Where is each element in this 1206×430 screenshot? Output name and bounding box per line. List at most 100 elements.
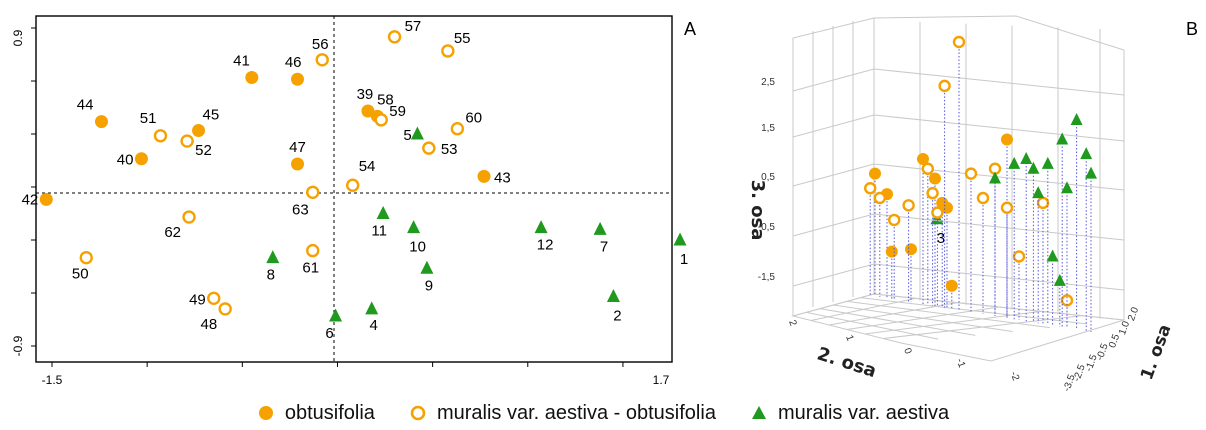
- point-7: [593, 221, 607, 235]
- point-label-46: 46: [285, 54, 302, 71]
- z-tick-label: 2,5: [761, 77, 775, 88]
- y-tick-label: 0: [901, 347, 913, 356]
- 3d-point-29: [1027, 161, 1040, 174]
- point-5: [410, 126, 424, 140]
- back-right-wall: [873, 15, 1125, 321]
- point-label-41: 41: [233, 52, 250, 69]
- z-tick-label: -1,5: [758, 272, 776, 283]
- point-40: [134, 152, 148, 166]
- y-tick-label: 1: [843, 334, 855, 343]
- point-label-6: 6: [325, 325, 333, 342]
- 3d-point-22: [1000, 201, 1014, 214]
- x-tick-label: 0.5: [1107, 332, 1122, 349]
- grid-line: [873, 114, 1125, 142]
- point-label-44: 44: [77, 97, 94, 114]
- 3d-point-8: [936, 196, 949, 209]
- 3d-point-11: [873, 191, 886, 205]
- point-label-2: 2: [613, 308, 621, 325]
- point-52: [180, 134, 194, 148]
- point-label-5: 5: [403, 127, 411, 144]
- point-label-4: 4: [370, 317, 378, 334]
- point-63: [306, 185, 320, 200]
- point-label-1: 1: [680, 251, 688, 268]
- z-tick-label: 1,5: [761, 123, 775, 134]
- point-label-59: 59: [389, 103, 406, 120]
- point-10: [407, 220, 421, 234]
- point-label-51: 51: [140, 110, 157, 127]
- floor-grid-line: [810, 297, 916, 321]
- point-41: [245, 70, 259, 84]
- 3d-point-31: [1041, 156, 1054, 169]
- point-label-9: 9: [425, 277, 433, 294]
- point-59: [374, 113, 388, 127]
- point-54: [345, 178, 360, 192]
- 3d-point-34: [1070, 113, 1083, 125]
- z-axis-title: 3. osa: [747, 180, 768, 241]
- y-tick-min: -0.9: [11, 335, 25, 356]
- 3d-point-18: [952, 35, 966, 49]
- legend-item-obtusifolia: obtusifolia: [257, 402, 375, 425]
- 3d-point-3: [905, 243, 917, 256]
- 3d-point-2: [885, 245, 898, 258]
- 3d-point-16: [931, 206, 944, 219]
- panel-b-points: [864, 35, 1097, 332]
- legend-item-muralis: muralis var. aestiva: [750, 402, 949, 425]
- 3d-point-5: [929, 172, 941, 185]
- 3d-point-7: [1001, 133, 1013, 146]
- grid-line: [873, 263, 1125, 291]
- point-42: [39, 192, 53, 206]
- grid-line: [873, 163, 1125, 191]
- y-axis-title: 2. osa: [815, 343, 879, 382]
- point-label-61: 61: [302, 260, 319, 277]
- point-53: [422, 141, 436, 155]
- 3d-point-10: [864, 182, 877, 195]
- point-62: [182, 210, 196, 224]
- floor-grid-line: [882, 315, 1083, 339]
- 3d-point-23: [1012, 250, 1026, 263]
- point-56: [315, 53, 329, 67]
- point-45: [192, 123, 206, 137]
- point-4: [365, 301, 379, 315]
- y-tick-label: -1: [954, 357, 968, 370]
- 3d-point-27: [1008, 156, 1021, 169]
- point-12: [534, 220, 548, 234]
- point-label-53: 53: [441, 141, 458, 158]
- point-label-12: 12: [537, 237, 554, 254]
- point-label-43: 43: [494, 169, 511, 186]
- point-43: [477, 169, 491, 183]
- point-49: [207, 291, 221, 305]
- point-label-7: 7: [600, 238, 608, 255]
- 3d-point-38: [1085, 166, 1097, 179]
- 3d-point-17: [938, 79, 951, 93]
- point-label-55: 55: [454, 30, 471, 47]
- point-label-49: 49: [189, 291, 206, 308]
- point-57: [387, 30, 402, 44]
- point-60: [450, 121, 465, 136]
- panel-a-letter: A: [684, 19, 696, 39]
- point-label-42: 42: [22, 191, 39, 208]
- 3d-point-35: [1080, 147, 1093, 160]
- 3d-point-9: [945, 279, 958, 292]
- point-label-58: 58: [377, 91, 394, 108]
- legend: obtusifolia muralis var. aestiva - obtus…: [0, 398, 1206, 428]
- point-48: [218, 302, 232, 316]
- 3d-point-24: [1036, 196, 1050, 210]
- panel-b-tick-labels: 2,51,50,5-0,5-1,5210-1-22.01.00.5-0.5-1.…: [758, 77, 1142, 393]
- z-tick-label: -0,5: [758, 222, 776, 233]
- point-label-48: 48: [200, 316, 217, 333]
- point-8: [266, 250, 280, 264]
- 3d-point-20: [976, 191, 990, 205]
- x-tick-label: 1.0: [1117, 319, 1132, 336]
- panel-b-3d-scatter: 2,51,50,5-0,5-1,5210-1-22.01.00.5-0.5-1.…: [747, 15, 1198, 393]
- panel-b-letter: B: [1186, 19, 1198, 39]
- point-label-56: 56: [312, 36, 329, 53]
- point-50: [79, 250, 93, 265]
- point-label-50: 50: [72, 266, 89, 283]
- 3d-point-12: [888, 213, 901, 227]
- point-label-40: 40: [117, 152, 134, 169]
- 3d-point-15: [926, 186, 939, 200]
- grid-line: [873, 68, 1125, 96]
- x-tick-max: 1.7: [653, 373, 670, 387]
